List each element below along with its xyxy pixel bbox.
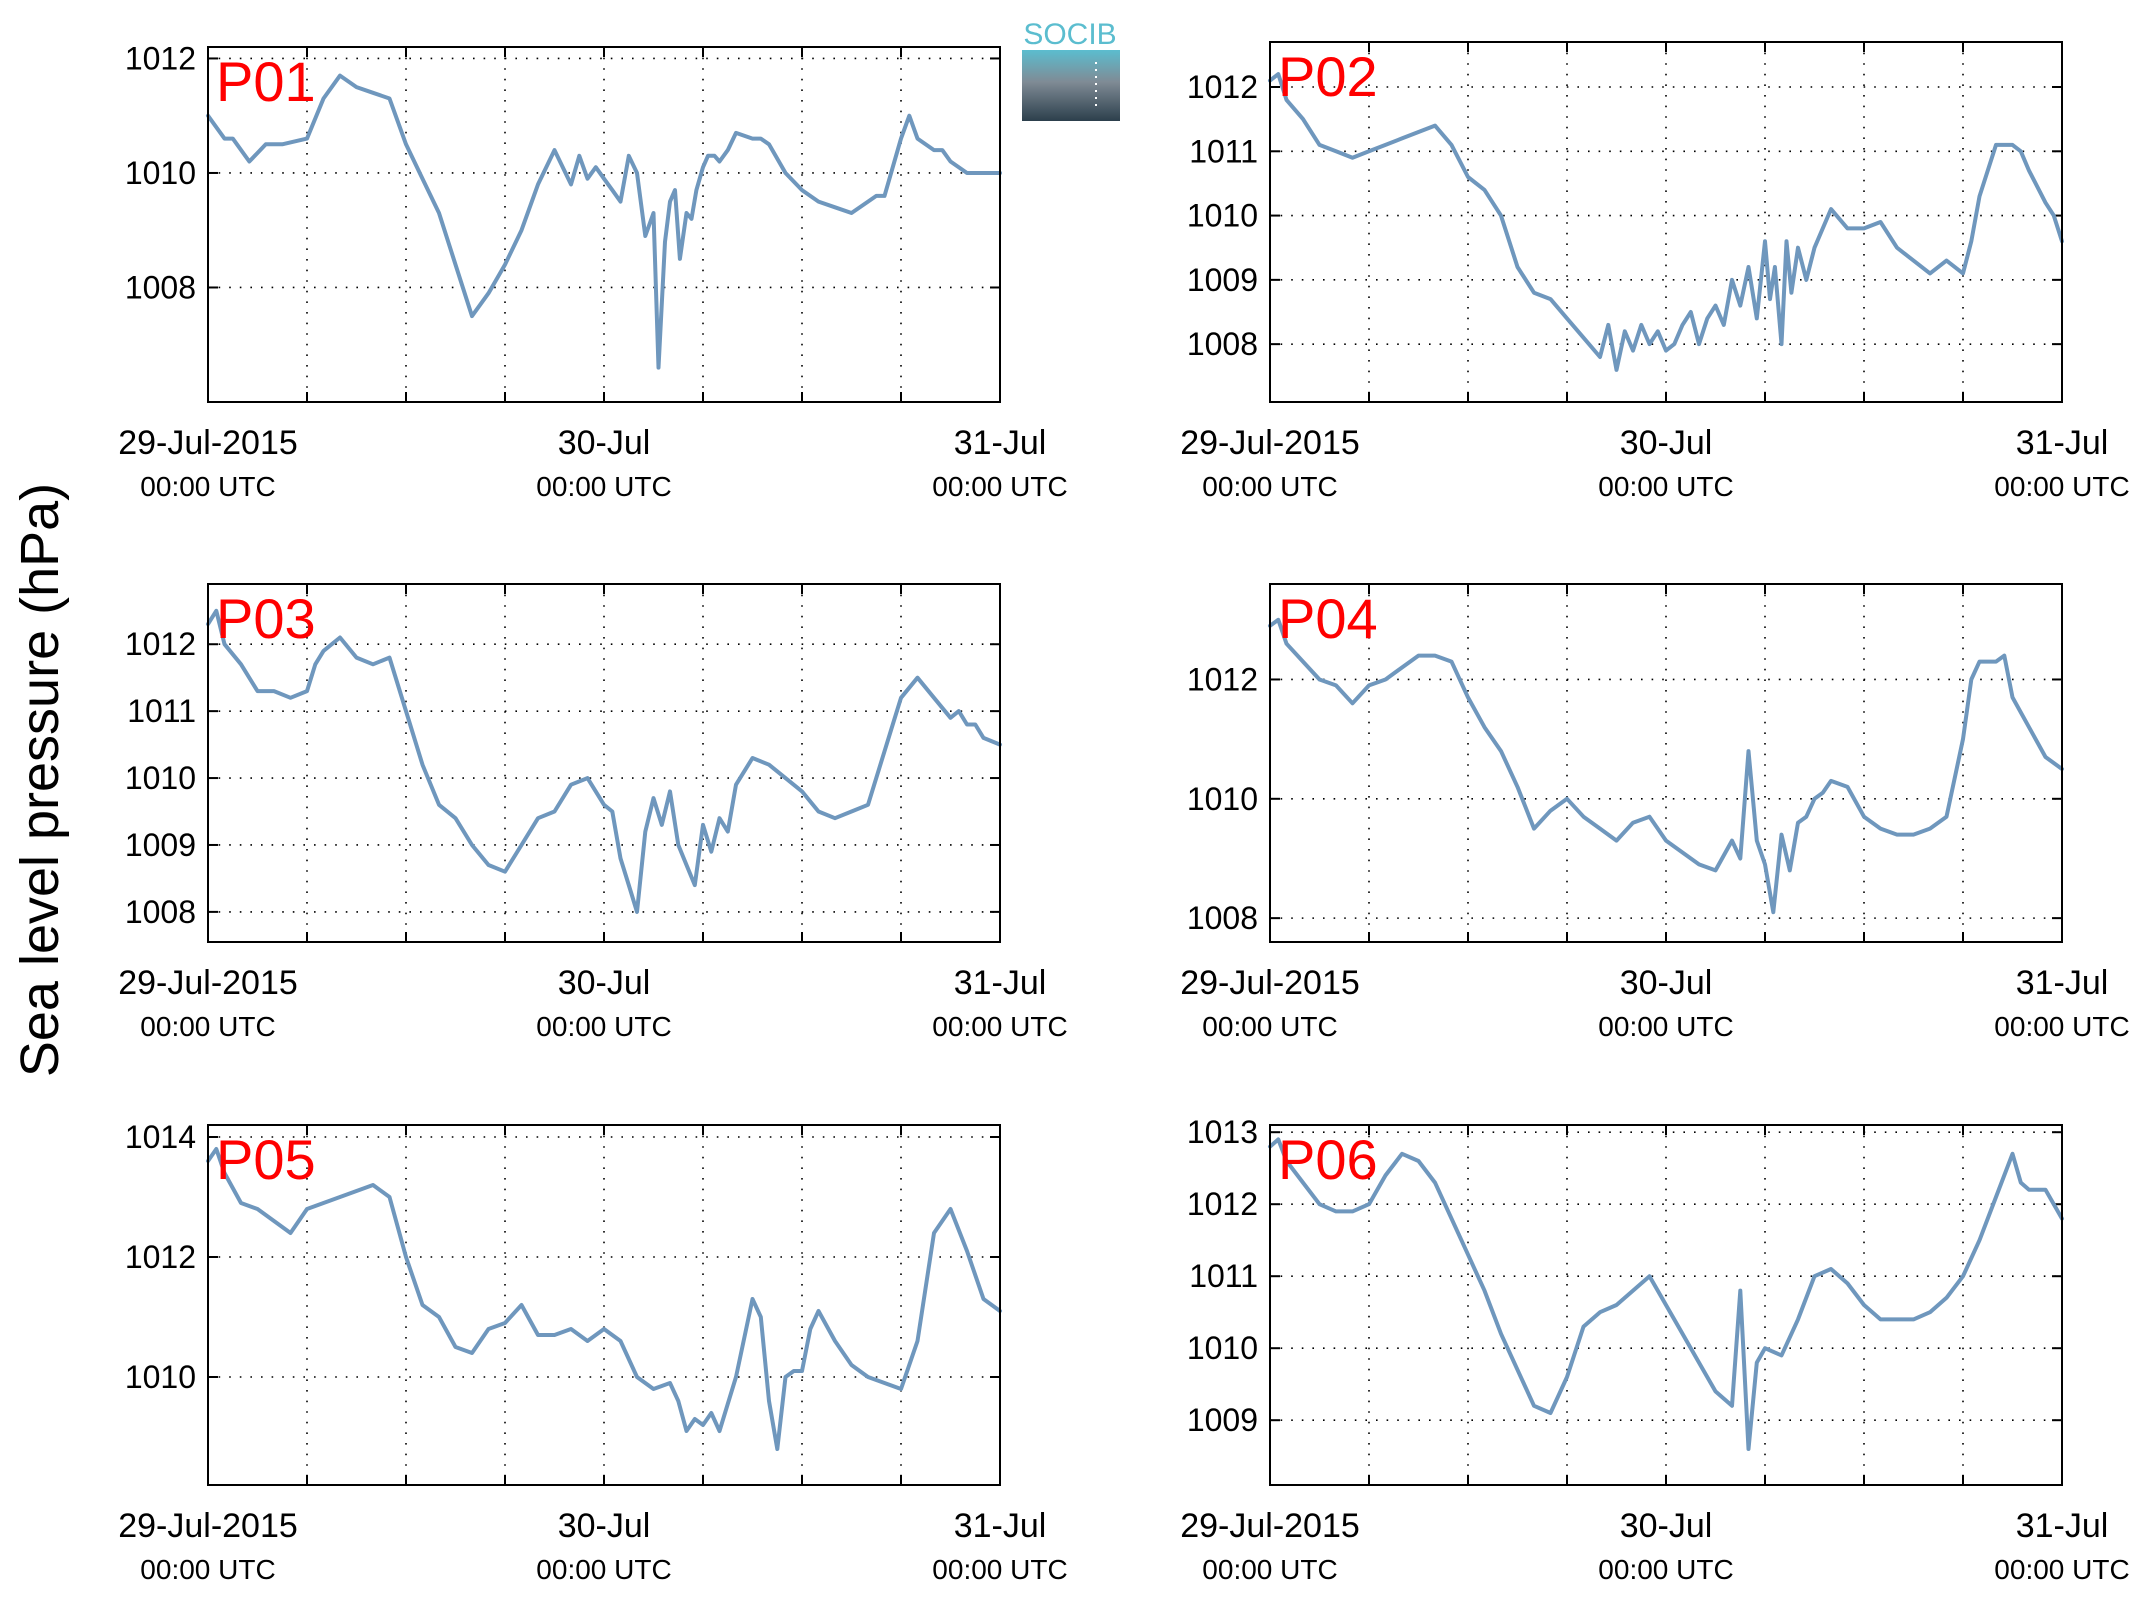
p6-x-tick-sublabel: 00:00 UTC bbox=[1994, 1554, 2129, 1585]
p5-x-tick-sublabel: 00:00 UTC bbox=[932, 1554, 1067, 1585]
panel-p03: 1008 1009 1010 1011 1012 29-Jul-2015 00:00 UTC… bbox=[118, 583, 1068, 1042]
p2-x-tick-label: 29-Jul-2015 bbox=[1180, 424, 1360, 462]
p4-x-tick-label: 30-Jul bbox=[1620, 964, 1713, 1002]
p1-x-tick-sublabel: 00:00 UTC bbox=[140, 471, 275, 502]
p1-pressure-line bbox=[206, 73, 1002, 370]
p6-axes-frame bbox=[1269, 1124, 2063, 1486]
p4-x-tick-label: 29-Jul-2015 bbox=[1180, 964, 1360, 1002]
p6-y-tick-label: 1013 bbox=[1187, 1114, 1258, 1150]
p4-axes-frame bbox=[1269, 583, 2063, 943]
p2-x-tick-sublabel: 00:00 UTC bbox=[1994, 471, 2129, 502]
panel-p06: 1009 1010 1011 1012 1013 29-Jul-2015 00:00 UTC… bbox=[1180, 1114, 2129, 1585]
p3-x-tick-sublabel: 00:00 UTC bbox=[932, 1011, 1067, 1042]
p4-y-tick-label: 1012 bbox=[1187, 661, 1258, 697]
p5-x-tick-sublabel: 00:00 UTC bbox=[536, 1554, 671, 1585]
p5-panel-label: P05 bbox=[216, 1128, 316, 1191]
p3-x-tick-label: 31-Jul bbox=[954, 964, 1047, 1002]
p4-y-tick-label: 1008 bbox=[1187, 900, 1258, 936]
panel-p01: 1008 1010 1012 29-Jul-2015 00:00 UTC 30-Jul 00… bbox=[118, 40, 1067, 502]
panel-p02: 1008 1009 1010 1011 1012 29-Jul-2015 00:00 UTC… bbox=[1180, 41, 2130, 502]
p2-y-tick-label: 1008 bbox=[1187, 326, 1258, 362]
p6-x-tick-sublabel: 00:00 UTC bbox=[1598, 1554, 1733, 1585]
p6-x-tick-sublabel: 00:00 UTC bbox=[1202, 1554, 1337, 1585]
p6-pressure-line bbox=[1268, 1137, 2064, 1451]
p3-y-tick-label: 1010 bbox=[125, 760, 196, 796]
p6-y-tick-label: 1010 bbox=[1187, 1330, 1258, 1366]
p2-axes-frame bbox=[1269, 41, 2063, 403]
p1-x-tick-sublabel: 00:00 UTC bbox=[932, 471, 1067, 502]
p5-y-tick-label: 1014 bbox=[125, 1119, 196, 1155]
p5-x-tick-label: 31-Jul bbox=[954, 1507, 1047, 1545]
p4-x-tick-label: 31-Jul bbox=[2016, 964, 2109, 1002]
p5-x-tick-sublabel: 00:00 UTC bbox=[140, 1554, 275, 1585]
p5-x-tick-label: 29-Jul-2015 bbox=[118, 1507, 298, 1545]
p1-x-tick-label: 30-Jul bbox=[558, 424, 651, 462]
logo-text: SOCIB bbox=[1023, 18, 1116, 51]
p6-panel-label: P06 bbox=[1278, 1128, 1378, 1191]
p3-panel-label: P03 bbox=[216, 587, 316, 650]
p3-x-tick-sublabel: 00:00 UTC bbox=[140, 1011, 275, 1042]
p6-y-tick-label: 1011 bbox=[1189, 1258, 1258, 1294]
p3-x-tick-label: 30-Jul bbox=[558, 964, 651, 1002]
p2-x-tick-label: 31-Jul bbox=[2016, 424, 2109, 462]
p2-pressure-line bbox=[1268, 72, 2064, 372]
y-axis-label: Sea level pressure (hPa) bbox=[10, 483, 70, 1077]
p6-x-tick-label: 30-Jul bbox=[1620, 1507, 1713, 1545]
p6-y-tick-label: 1009 bbox=[1187, 1402, 1258, 1438]
p2-x-tick-sublabel: 00:00 UTC bbox=[1202, 471, 1337, 502]
p2-x-tick-label: 30-Jul bbox=[1620, 424, 1713, 462]
p2-x-tick-sublabel: 00:00 UTC bbox=[1598, 471, 1733, 502]
p6-x-tick-label: 29-Jul-2015 bbox=[1180, 1507, 1360, 1545]
logo-mark bbox=[1022, 50, 1120, 121]
p1-x-tick-label: 31-Jul bbox=[954, 424, 1047, 462]
p1-x-tick-sublabel: 00:00 UTC bbox=[536, 471, 671, 502]
p1-axes-frame bbox=[207, 46, 1001, 403]
p3-pressure-line bbox=[206, 608, 1002, 914]
p4-pressure-line bbox=[1268, 617, 2064, 915]
p3-y-tick-label: 1009 bbox=[125, 827, 196, 863]
p4-x-tick-sublabel: 00:00 UTC bbox=[1202, 1011, 1337, 1042]
p2-y-tick-label: 1012 bbox=[1187, 69, 1258, 105]
p1-x-tick-label: 29-Jul-2015 bbox=[118, 424, 298, 462]
p6-x-tick-label: 31-Jul bbox=[2016, 1507, 2109, 1545]
panel-p04: 1008 1010 1012 29-Jul-2015 00:00 UTC 30-Jul 00… bbox=[1180, 583, 2130, 1042]
p1-y-tick-label: 1012 bbox=[125, 40, 196, 76]
p5-x-tick-label: 30-Jul bbox=[558, 1507, 651, 1545]
p5-axes-frame bbox=[207, 1124, 1001, 1486]
p6-y-tick-label: 1012 bbox=[1187, 1186, 1258, 1222]
panel-p05: 1010 1012 1014 29-Jul-2015 00:00 UTC 30-Jul 00… bbox=[118, 1119, 1067, 1585]
p3-y-tick-label: 1012 bbox=[125, 626, 196, 662]
p3-y-tick-label: 1008 bbox=[125, 894, 196, 930]
p2-panel-label: P02 bbox=[1278, 45, 1378, 108]
p2-y-tick-label: 1009 bbox=[1187, 262, 1258, 298]
p5-y-tick-label: 1010 bbox=[125, 1359, 196, 1395]
p5-pressure-line bbox=[206, 1147, 1002, 1451]
p3-axes-frame bbox=[207, 583, 1001, 943]
p5-y-tick-label: 1012 bbox=[125, 1239, 196, 1275]
p1-panel-label: P01 bbox=[216, 50, 316, 113]
p1-y-tick-label: 1008 bbox=[125, 269, 196, 305]
socib-logo: SOCIB bbox=[1022, 18, 1120, 121]
p4-x-tick-sublabel: 00:00 UTC bbox=[1994, 1011, 2129, 1042]
p2-y-tick-label: 1010 bbox=[1187, 198, 1258, 234]
p4-panel-label: P04 bbox=[1278, 587, 1378, 650]
p3-x-tick-sublabel: 00:00 UTC bbox=[536, 1011, 671, 1042]
p2-y-tick-label: 1011 bbox=[1189, 133, 1258, 169]
p3-x-tick-label: 29-Jul-2015 bbox=[118, 964, 298, 1002]
p4-y-tick-label: 1010 bbox=[1187, 781, 1258, 817]
p3-y-tick-label: 1011 bbox=[127, 693, 196, 729]
p4-x-tick-sublabel: 00:00 UTC bbox=[1598, 1011, 1733, 1042]
p1-y-tick-label: 1010 bbox=[125, 155, 196, 191]
